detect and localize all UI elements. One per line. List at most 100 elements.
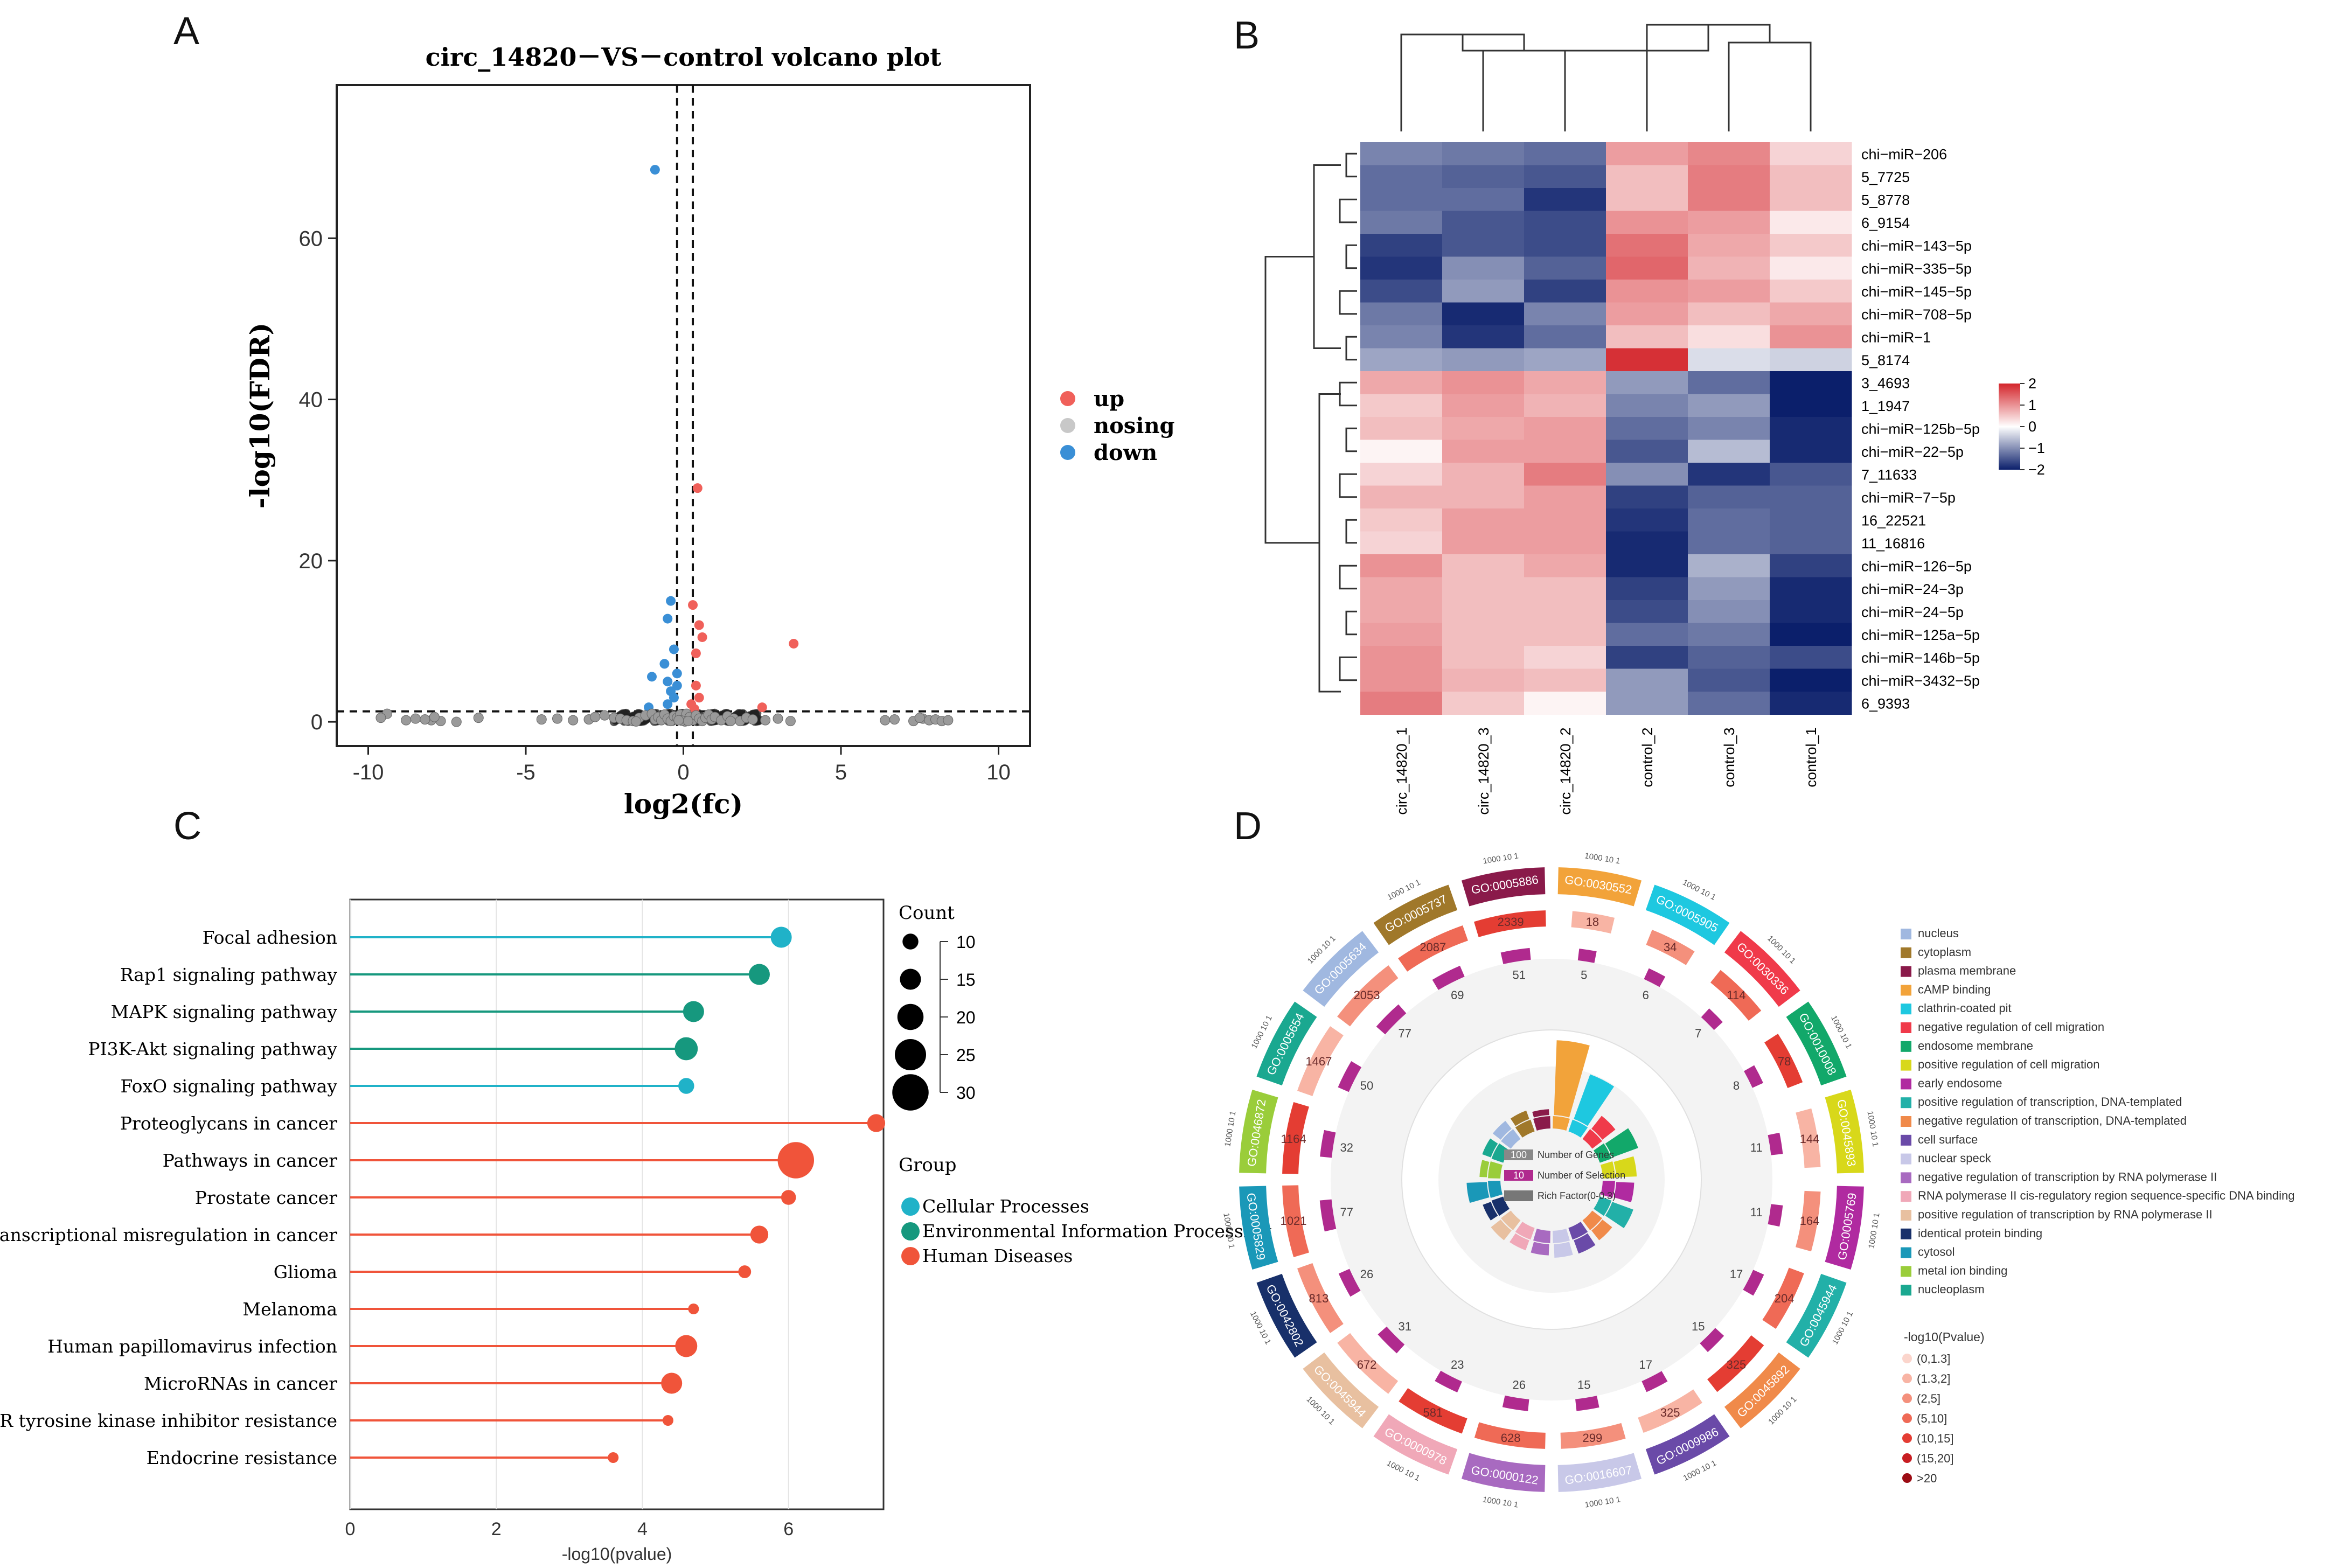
heatmap-legend-label: 0 [2028, 419, 2036, 435]
heatmap-cell [1524, 485, 1606, 509]
heatmap-cell [1442, 417, 1525, 440]
heatmap-cell [1770, 440, 1852, 463]
lollipop-category-label: EGFR tyrosine kinase inhibitor resistanc… [0, 1410, 337, 1431]
lollipop-category-label: MAPK signaling pathway [111, 1001, 338, 1022]
go-term-id-band [1786, 1001, 1847, 1086]
heatmap-cell [1524, 280, 1606, 303]
go-term-selection-band [1502, 1395, 1529, 1411]
lollipop-category-label: MicroRNAs in cancer [144, 1373, 337, 1394]
heatmap-cell [1770, 394, 1852, 417]
lollipop-category-label: Focal adhesion [203, 927, 337, 948]
heatmap-row-label: 5_8174 [1861, 352, 1910, 368]
heatmap-cell [1688, 692, 1770, 715]
heatmap-cell [1770, 577, 1852, 601]
heatmap-row-label: 3_4693 [1861, 375, 1910, 391]
volcano-point-down [666, 596, 676, 606]
go-pvalue-legend-label: (5,10] [1917, 1412, 1947, 1425]
volcano-point-nosing [590, 712, 601, 722]
go-term-inner-band [1491, 1196, 1510, 1216]
heatmap-legend-label: 2 [2028, 375, 2036, 392]
heatmap-cell [1770, 256, 1852, 280]
heatmap-row-label: 11_16816 [1861, 535, 1925, 552]
heatmap-cell [1688, 531, 1770, 555]
heatmap-cell [1606, 692, 1688, 715]
go-term-legend-swatch [1901, 1041, 1911, 1052]
lollipop-group-legend-title: Group [899, 1154, 957, 1176]
heatmap-cell [1606, 371, 1688, 394]
heatmap-cell [1360, 668, 1443, 692]
heatmap-row-label: chi−miR−146b−5p [1861, 650, 1980, 666]
heatmap-cell [1524, 668, 1606, 692]
go-term-total-band [1638, 1389, 1702, 1433]
volcano-legend-label-up: up [1094, 386, 1124, 412]
heatmap-cell [1606, 280, 1688, 303]
go-term-legend-label: RNA polymerase II cis-regulatory region … [1918, 1189, 2294, 1202]
heatmap-row-dendrogram-branch [1339, 290, 1357, 315]
go-term-total-label: 1164 [1281, 1132, 1306, 1146]
go-term-inner-band [1553, 1228, 1570, 1243]
lollipop-dot [748, 964, 770, 985]
go-term-selection-band [1744, 1065, 1763, 1088]
heatmap-cell [1770, 348, 1852, 372]
heatmap-cell [1360, 280, 1443, 303]
go-term-selection-band [1376, 1004, 1407, 1035]
go-term-selection-label: 51 [1513, 968, 1526, 982]
heatmap-cell [1688, 211, 1770, 234]
go-term-legend-label: early endosome [1918, 1076, 2002, 1090]
heatmap-row-label: chi−miR−143−5p [1861, 238, 1972, 254]
go-term-selection-label: 11 [1750, 1141, 1763, 1154]
heatmap-cell [1360, 485, 1443, 509]
heatmap-row-label: 1_1947 [1861, 398, 1910, 414]
heatmap-cell [1360, 531, 1443, 555]
go-term-legend-label: clathrin-coated pit [1918, 1001, 2012, 1015]
go-term-legend-swatch [1901, 947, 1911, 958]
volcano-ytick-label: 0 [311, 710, 323, 734]
go-term-legend-swatch [1901, 1003, 1911, 1015]
go-term-selection-label: 77 [1340, 1205, 1353, 1219]
heatmap-cell [1606, 668, 1688, 692]
go-pvalue-legend-marker [1902, 1354, 1912, 1363]
volcano-xtick-label: -10 [353, 761, 384, 784]
lollipop-dot [661, 1372, 683, 1394]
go-term-selection-label: 31 [1399, 1320, 1411, 1333]
go-term-inner-band [1582, 1129, 1602, 1149]
volcano-xtick-label: 5 [835, 761, 847, 784]
heatmap-cell [1442, 280, 1525, 303]
go-term-legend-swatch [1901, 1285, 1911, 1296]
go-term-total-band [1796, 1190, 1821, 1252]
go-term-selection-label: 5 [1581, 968, 1587, 982]
go-term-total-label: 325 [1727, 1358, 1747, 1371]
heatmap-row-label: chi−miR−708−5p [1861, 306, 1972, 323]
go-term-total-band [1571, 911, 1615, 934]
heatmap-cell [1770, 554, 1852, 577]
go-term-selection-band [1319, 1199, 1337, 1232]
go-term-selection-band [1575, 1396, 1599, 1411]
go-center-legend-swatch [1504, 1149, 1533, 1160]
lollipop-category-label: Transcriptional misregulation in cancer [0, 1224, 337, 1245]
go-term-rich-factor-bar [1483, 1202, 1498, 1221]
heatmap-cell [1442, 142, 1525, 165]
heatmap-cell [1688, 302, 1770, 326]
go-term-selection-band [1338, 1061, 1362, 1092]
heatmap-cell [1360, 188, 1443, 211]
go-term-inner-band [1533, 1116, 1550, 1131]
lollipop-category-label: Pathways in cancer [163, 1150, 338, 1171]
volcano-point-nosing [785, 716, 796, 727]
go-term-total-band [1762, 1267, 1804, 1329]
heatmap-cell [1606, 440, 1688, 463]
heatmap-cell [1442, 256, 1525, 280]
heatmap-cell [1770, 623, 1852, 646]
heatmap-cell [1360, 142, 1443, 165]
volcano-point-up [688, 600, 698, 610]
heatmap-row-dendrogram-branch [1345, 244, 1357, 269]
heatmap-cell [1688, 508, 1770, 532]
go-term-legend-swatch [1901, 1153, 1911, 1165]
heatmap-cell [1688, 440, 1770, 463]
heatmap-cell [1442, 325, 1525, 349]
heatmap-cell [1606, 165, 1688, 189]
go-ring-scale-label: 1000 10 1 [1865, 1110, 1880, 1147]
go-term-id-band [1461, 1453, 1546, 1492]
go-term-id-band [1645, 1414, 1730, 1475]
heatmap-cell [1606, 508, 1688, 532]
